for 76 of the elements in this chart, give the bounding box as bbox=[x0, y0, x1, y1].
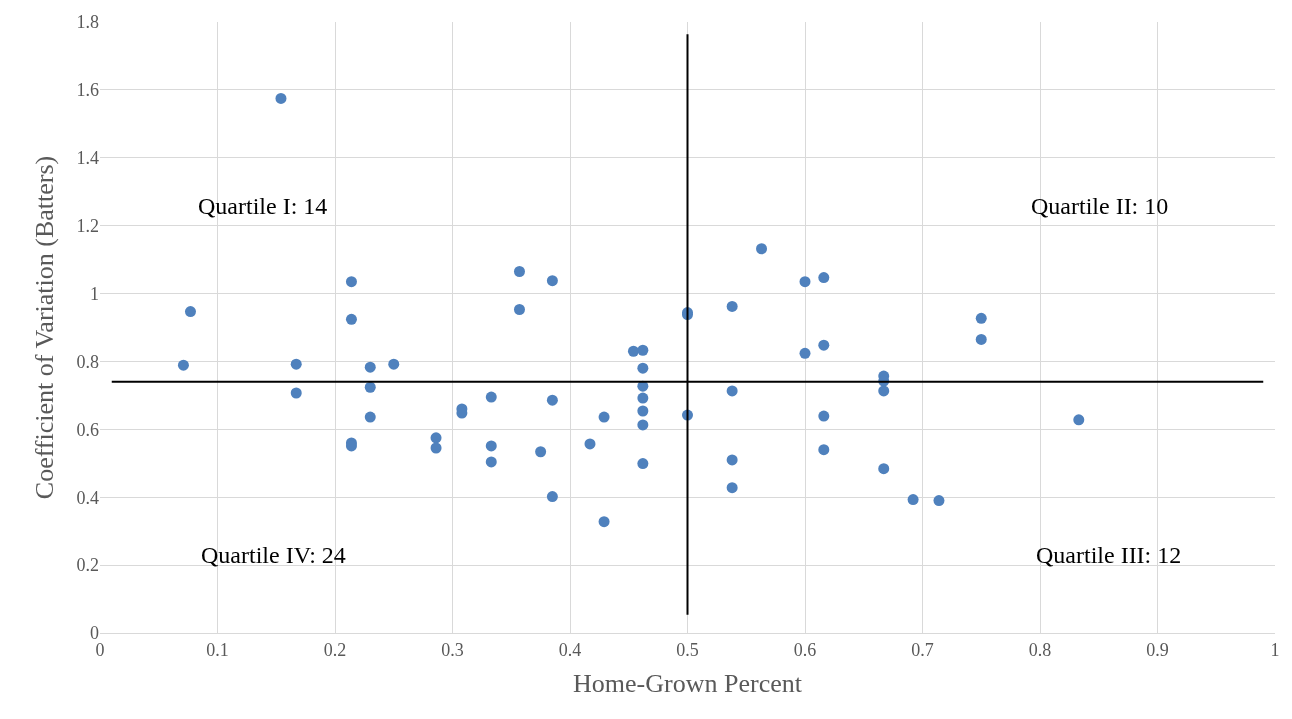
y-tick-label: 1.4 bbox=[76, 148, 99, 169]
point bbox=[726, 482, 738, 494]
point bbox=[637, 458, 649, 470]
point bbox=[345, 313, 357, 325]
point bbox=[933, 495, 945, 507]
annotation: Quartile II: 10 bbox=[1031, 193, 1169, 219]
point bbox=[726, 300, 738, 312]
point bbox=[184, 306, 196, 318]
point bbox=[726, 454, 738, 466]
point bbox=[546, 394, 558, 406]
point bbox=[485, 440, 497, 452]
y-tick-label: 1.2 bbox=[76, 215, 99, 236]
point bbox=[364, 361, 376, 373]
point bbox=[546, 275, 558, 287]
x-tick-label: 0.1 bbox=[206, 639, 229, 660]
y-tick-label: 0 bbox=[90, 623, 99, 644]
point bbox=[485, 391, 497, 403]
point bbox=[878, 463, 890, 475]
point bbox=[584, 438, 596, 450]
annotation: Quartile III: 12 bbox=[1036, 542, 1182, 568]
point bbox=[177, 359, 189, 371]
point bbox=[878, 385, 890, 397]
point bbox=[637, 344, 649, 356]
point bbox=[485, 456, 497, 468]
x-tick-label: 0.3 bbox=[441, 639, 464, 660]
y-tick-label: 1 bbox=[90, 283, 99, 304]
point bbox=[818, 339, 830, 351]
annotation: Quartile IV: 24 bbox=[201, 542, 346, 568]
y-tick-label: 0.8 bbox=[76, 351, 99, 372]
point bbox=[726, 385, 738, 397]
point bbox=[975, 333, 987, 345]
x-tick-label: 0.6 bbox=[793, 639, 817, 660]
y-tick-label: 0.6 bbox=[76, 419, 99, 440]
y-tick-label: 1.6 bbox=[76, 80, 99, 101]
x-tick-label: 0.7 bbox=[911, 639, 934, 660]
point bbox=[364, 411, 376, 423]
x-tick-label: 0.2 bbox=[323, 639, 347, 660]
point bbox=[598, 411, 610, 423]
point bbox=[364, 381, 376, 393]
y-tick-label: 0.4 bbox=[76, 487, 99, 508]
point bbox=[513, 304, 525, 316]
x-axis-title: Home-Grown Percent bbox=[573, 669, 803, 699]
point bbox=[818, 410, 830, 422]
point bbox=[799, 347, 811, 359]
point bbox=[975, 312, 987, 324]
x-tick-label: 0.4 bbox=[558, 639, 582, 660]
y-axis-title: Coefficient of Variation (Batters) bbox=[29, 155, 59, 500]
point bbox=[290, 387, 302, 399]
point bbox=[637, 419, 649, 431]
point bbox=[637, 362, 649, 374]
point bbox=[430, 432, 442, 444]
point bbox=[345, 276, 357, 288]
point bbox=[546, 491, 558, 503]
point bbox=[799, 276, 811, 288]
point bbox=[290, 358, 302, 370]
x-tick-label: 0.8 bbox=[1028, 639, 1052, 660]
point bbox=[388, 358, 400, 370]
point bbox=[275, 92, 287, 104]
point bbox=[513, 265, 525, 277]
point bbox=[535, 446, 547, 458]
y-tick-label: 1.8 bbox=[76, 12, 99, 33]
point bbox=[818, 444, 830, 456]
point bbox=[756, 243, 768, 255]
y-tick-label: 0.2 bbox=[76, 555, 99, 576]
point bbox=[627, 345, 639, 357]
point bbox=[637, 405, 649, 417]
point bbox=[430, 442, 442, 454]
point bbox=[1073, 414, 1085, 426]
x-tick-label: 1 bbox=[1270, 639, 1280, 660]
point bbox=[907, 494, 919, 506]
x-tick-label: 0.9 bbox=[1146, 639, 1169, 660]
point bbox=[637, 392, 649, 404]
point bbox=[818, 272, 830, 284]
point bbox=[598, 516, 610, 528]
annotation: Quartile I: 14 bbox=[198, 193, 328, 219]
x-tick-label: 0.5 bbox=[676, 639, 699, 660]
